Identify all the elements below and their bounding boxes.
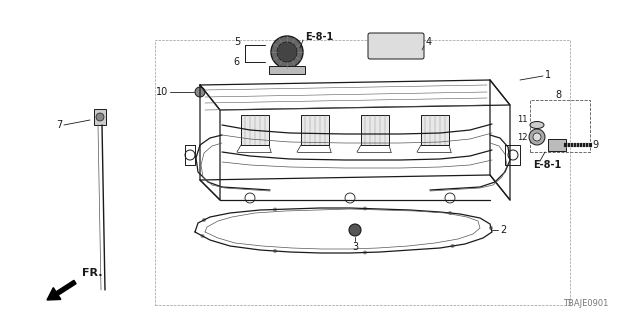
Text: 6: 6 xyxy=(234,57,240,67)
Circle shape xyxy=(529,129,545,145)
Text: 10: 10 xyxy=(156,87,168,97)
Bar xyxy=(361,115,389,145)
Text: 7: 7 xyxy=(56,120,62,130)
Text: 4: 4 xyxy=(426,37,432,47)
Bar xyxy=(241,115,269,145)
Text: 3: 3 xyxy=(352,242,358,252)
Circle shape xyxy=(363,206,367,211)
Circle shape xyxy=(200,234,205,238)
Text: 2: 2 xyxy=(500,225,506,235)
Bar xyxy=(269,66,305,74)
Text: E-8-1: E-8-1 xyxy=(305,32,333,42)
Text: 11: 11 xyxy=(518,116,528,124)
Circle shape xyxy=(448,211,452,215)
Circle shape xyxy=(363,251,367,254)
FancyArrow shape xyxy=(47,280,76,300)
Circle shape xyxy=(271,36,303,68)
Circle shape xyxy=(195,87,205,97)
Text: 5: 5 xyxy=(234,37,240,47)
Bar xyxy=(530,100,590,152)
Text: 12: 12 xyxy=(518,132,528,141)
Circle shape xyxy=(277,42,297,62)
FancyBboxPatch shape xyxy=(368,33,424,59)
Text: TBAJE0901: TBAJE0901 xyxy=(563,299,608,308)
Bar xyxy=(421,115,449,145)
Ellipse shape xyxy=(530,122,544,129)
Circle shape xyxy=(96,113,104,121)
Circle shape xyxy=(451,244,454,248)
Text: 9: 9 xyxy=(592,140,598,150)
Text: 8: 8 xyxy=(555,90,561,100)
Circle shape xyxy=(533,133,541,141)
Bar xyxy=(301,115,329,145)
Bar xyxy=(155,40,570,305)
Bar xyxy=(94,109,106,125)
Circle shape xyxy=(273,207,277,212)
Circle shape xyxy=(273,249,277,253)
Circle shape xyxy=(202,218,206,222)
Bar xyxy=(548,139,566,151)
Text: 1: 1 xyxy=(545,70,551,80)
Circle shape xyxy=(489,226,493,230)
Text: E-8-1: E-8-1 xyxy=(533,160,561,170)
Text: FR.: FR. xyxy=(82,268,102,278)
Circle shape xyxy=(349,224,361,236)
